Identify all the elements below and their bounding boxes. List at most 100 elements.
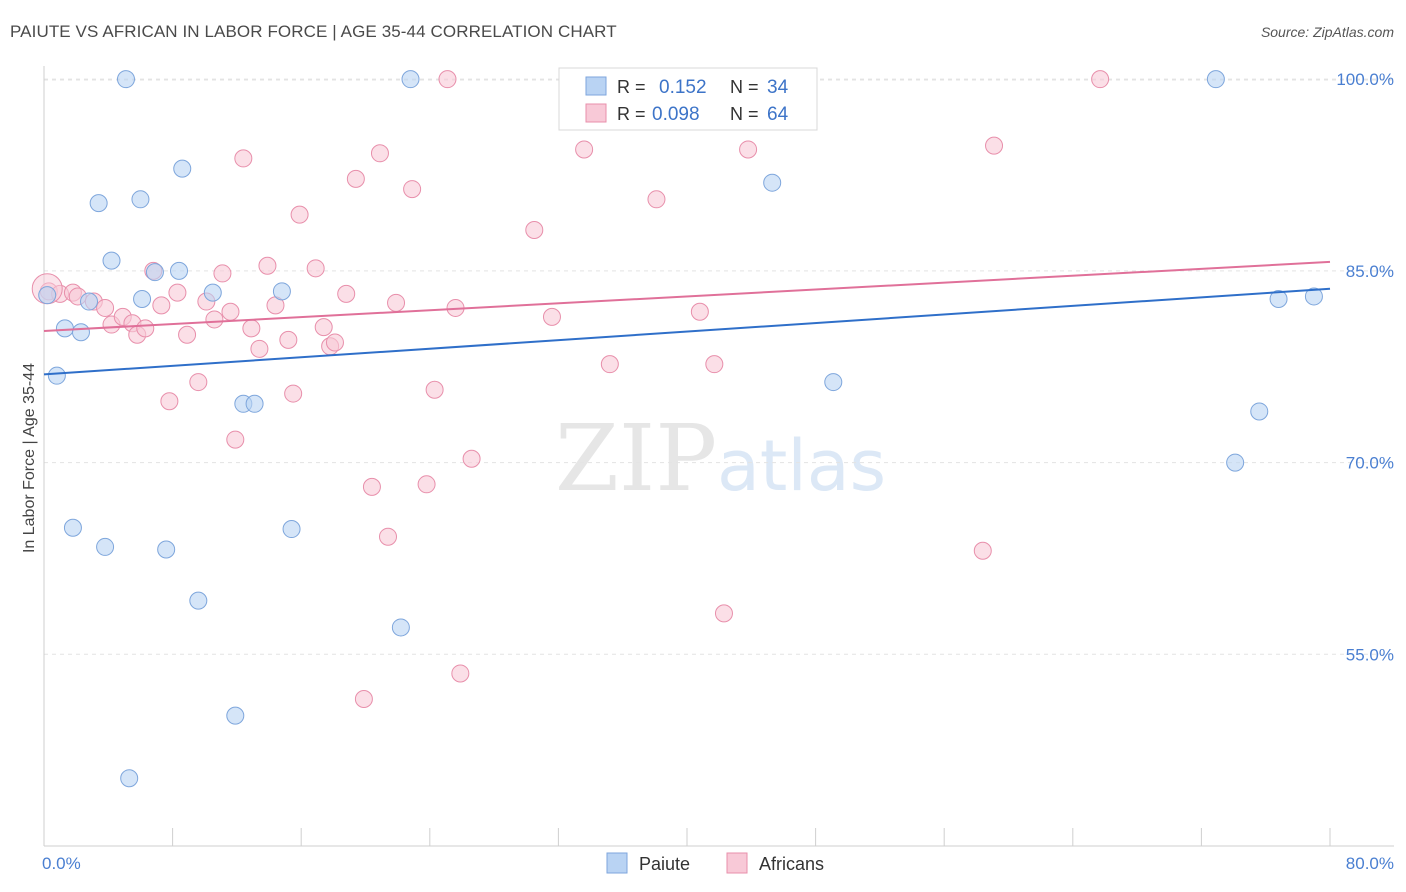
- africans-point: [160, 392, 179, 411]
- africans-point: [705, 355, 724, 374]
- africans-point: [714, 604, 733, 623]
- africans-point: [739, 140, 758, 159]
- chart-source: Source: ZipAtlas.com: [1260, 24, 1394, 40]
- paiute-point: [391, 618, 410, 637]
- africans-point: [96, 298, 115, 317]
- africans-point: [362, 477, 381, 496]
- paiute-point: [55, 319, 74, 338]
- africans-point: [152, 296, 171, 315]
- africans-point: [690, 302, 709, 321]
- paiute-point: [226, 706, 245, 725]
- africans-point: [425, 380, 444, 399]
- africans-point: [370, 144, 389, 163]
- paiute-point: [401, 70, 420, 89]
- paiute-point: [173, 159, 192, 178]
- watermark-atlas: atlas: [717, 425, 886, 507]
- paiute-point: [131, 190, 150, 209]
- x-tick-label: 0.0%: [42, 854, 81, 873]
- paiute-point: [63, 518, 82, 537]
- africans-point: [314, 318, 333, 337]
- paiute-point: [1206, 70, 1225, 89]
- y-axis-label: In Labor Force | Age 35-44: [21, 363, 38, 553]
- africans-point: [379, 527, 398, 546]
- paiute-point: [96, 537, 115, 556]
- africans-point: [234, 149, 253, 168]
- paiute-point: [80, 292, 99, 311]
- paiute-point: [102, 251, 121, 270]
- africans-point: [279, 330, 298, 349]
- legend-paiute-swatch: [606, 852, 628, 874]
- africans-point: [575, 140, 594, 159]
- africans-point: [647, 190, 666, 209]
- paiute-r-label: R =: [617, 77, 646, 97]
- africans-point: [600, 355, 619, 374]
- y-tick-label: 85.0%: [1346, 262, 1394, 281]
- africans-point: [290, 205, 309, 224]
- paiute-point: [157, 540, 176, 559]
- paiute-point: [824, 373, 843, 392]
- africans-point: [284, 384, 303, 403]
- africans-point: [387, 293, 406, 312]
- paiute-point: [89, 194, 108, 213]
- paiute-point: [245, 394, 264, 413]
- y-tick-label: 55.0%: [1346, 645, 1394, 664]
- africans-point: [178, 325, 197, 344]
- paiute-point: [1304, 287, 1323, 306]
- africans-point: [438, 70, 457, 89]
- africans-point: [258, 256, 277, 275]
- africans-point: [337, 284, 356, 303]
- paiute-point: [203, 283, 222, 302]
- y-tick-labels: 55.0% 70.0% 85.0% 100.0%: [1336, 70, 1394, 664]
- paiute-n-label: N =: [730, 77, 759, 97]
- africans-legend-swatch: [585, 103, 607, 123]
- africans-point: [973, 541, 992, 560]
- paiute-point: [71, 323, 90, 342]
- africans-point: [346, 169, 365, 188]
- africans-r-label: R =: [617, 104, 646, 124]
- paiute-point: [170, 261, 189, 280]
- legend-africans-swatch: [726, 852, 748, 874]
- africans-point: [1091, 70, 1110, 89]
- africans-point: [168, 283, 187, 302]
- africans-point: [542, 307, 561, 326]
- axes: [43, 66, 1394, 847]
- africans-point: [250, 339, 269, 358]
- africans-trend-line: [43, 260, 1331, 332]
- africans-point: [451, 664, 470, 683]
- africans-point: [462, 449, 481, 468]
- paiute-point: [133, 289, 152, 308]
- chart-title: PAIUTE VS AFRICAN IN LABOR FORCE | AGE 3…: [10, 22, 617, 41]
- africans-n-label: N =: [730, 104, 759, 124]
- africans-point: [136, 319, 155, 338]
- africans-point: [221, 302, 240, 321]
- y-tick-label: 100.0%: [1336, 70, 1394, 89]
- y-tick-label: 70.0%: [1346, 454, 1394, 473]
- paiute-point: [1269, 289, 1288, 308]
- africans-n-value: 64: [767, 104, 789, 125]
- paiute-r-value: 0.152: [659, 77, 707, 98]
- africans-point: [403, 180, 422, 199]
- africans-point: [354, 690, 373, 709]
- paiute-point: [763, 173, 782, 192]
- paiute-trend-line: [43, 287, 1331, 376]
- africans-point: [417, 475, 436, 494]
- paiute-point: [1250, 402, 1269, 421]
- africans-point: [525, 220, 544, 239]
- paiute-point: [272, 282, 291, 301]
- legend-paiute-label: Paiute: [639, 854, 690, 874]
- paiute-point: [282, 520, 301, 539]
- x-tick-label: 80.0%: [1346, 854, 1394, 873]
- africans-r-value: 0.098: [652, 104, 700, 125]
- paiute-point: [47, 366, 66, 385]
- africans-point: [213, 264, 232, 283]
- watermark-zip: ZIP: [555, 405, 717, 512]
- paiute-point: [38, 286, 57, 305]
- africans-point: [306, 259, 325, 278]
- paiute-n-value: 34: [767, 77, 789, 98]
- stats-legend: R = 0.152 N = 34 R = 0.098 N = 64: [558, 67, 818, 131]
- trend-lines: [43, 260, 1331, 376]
- paiute-point: [189, 591, 208, 610]
- africans-point: [205, 310, 224, 329]
- africans-point: [226, 430, 245, 449]
